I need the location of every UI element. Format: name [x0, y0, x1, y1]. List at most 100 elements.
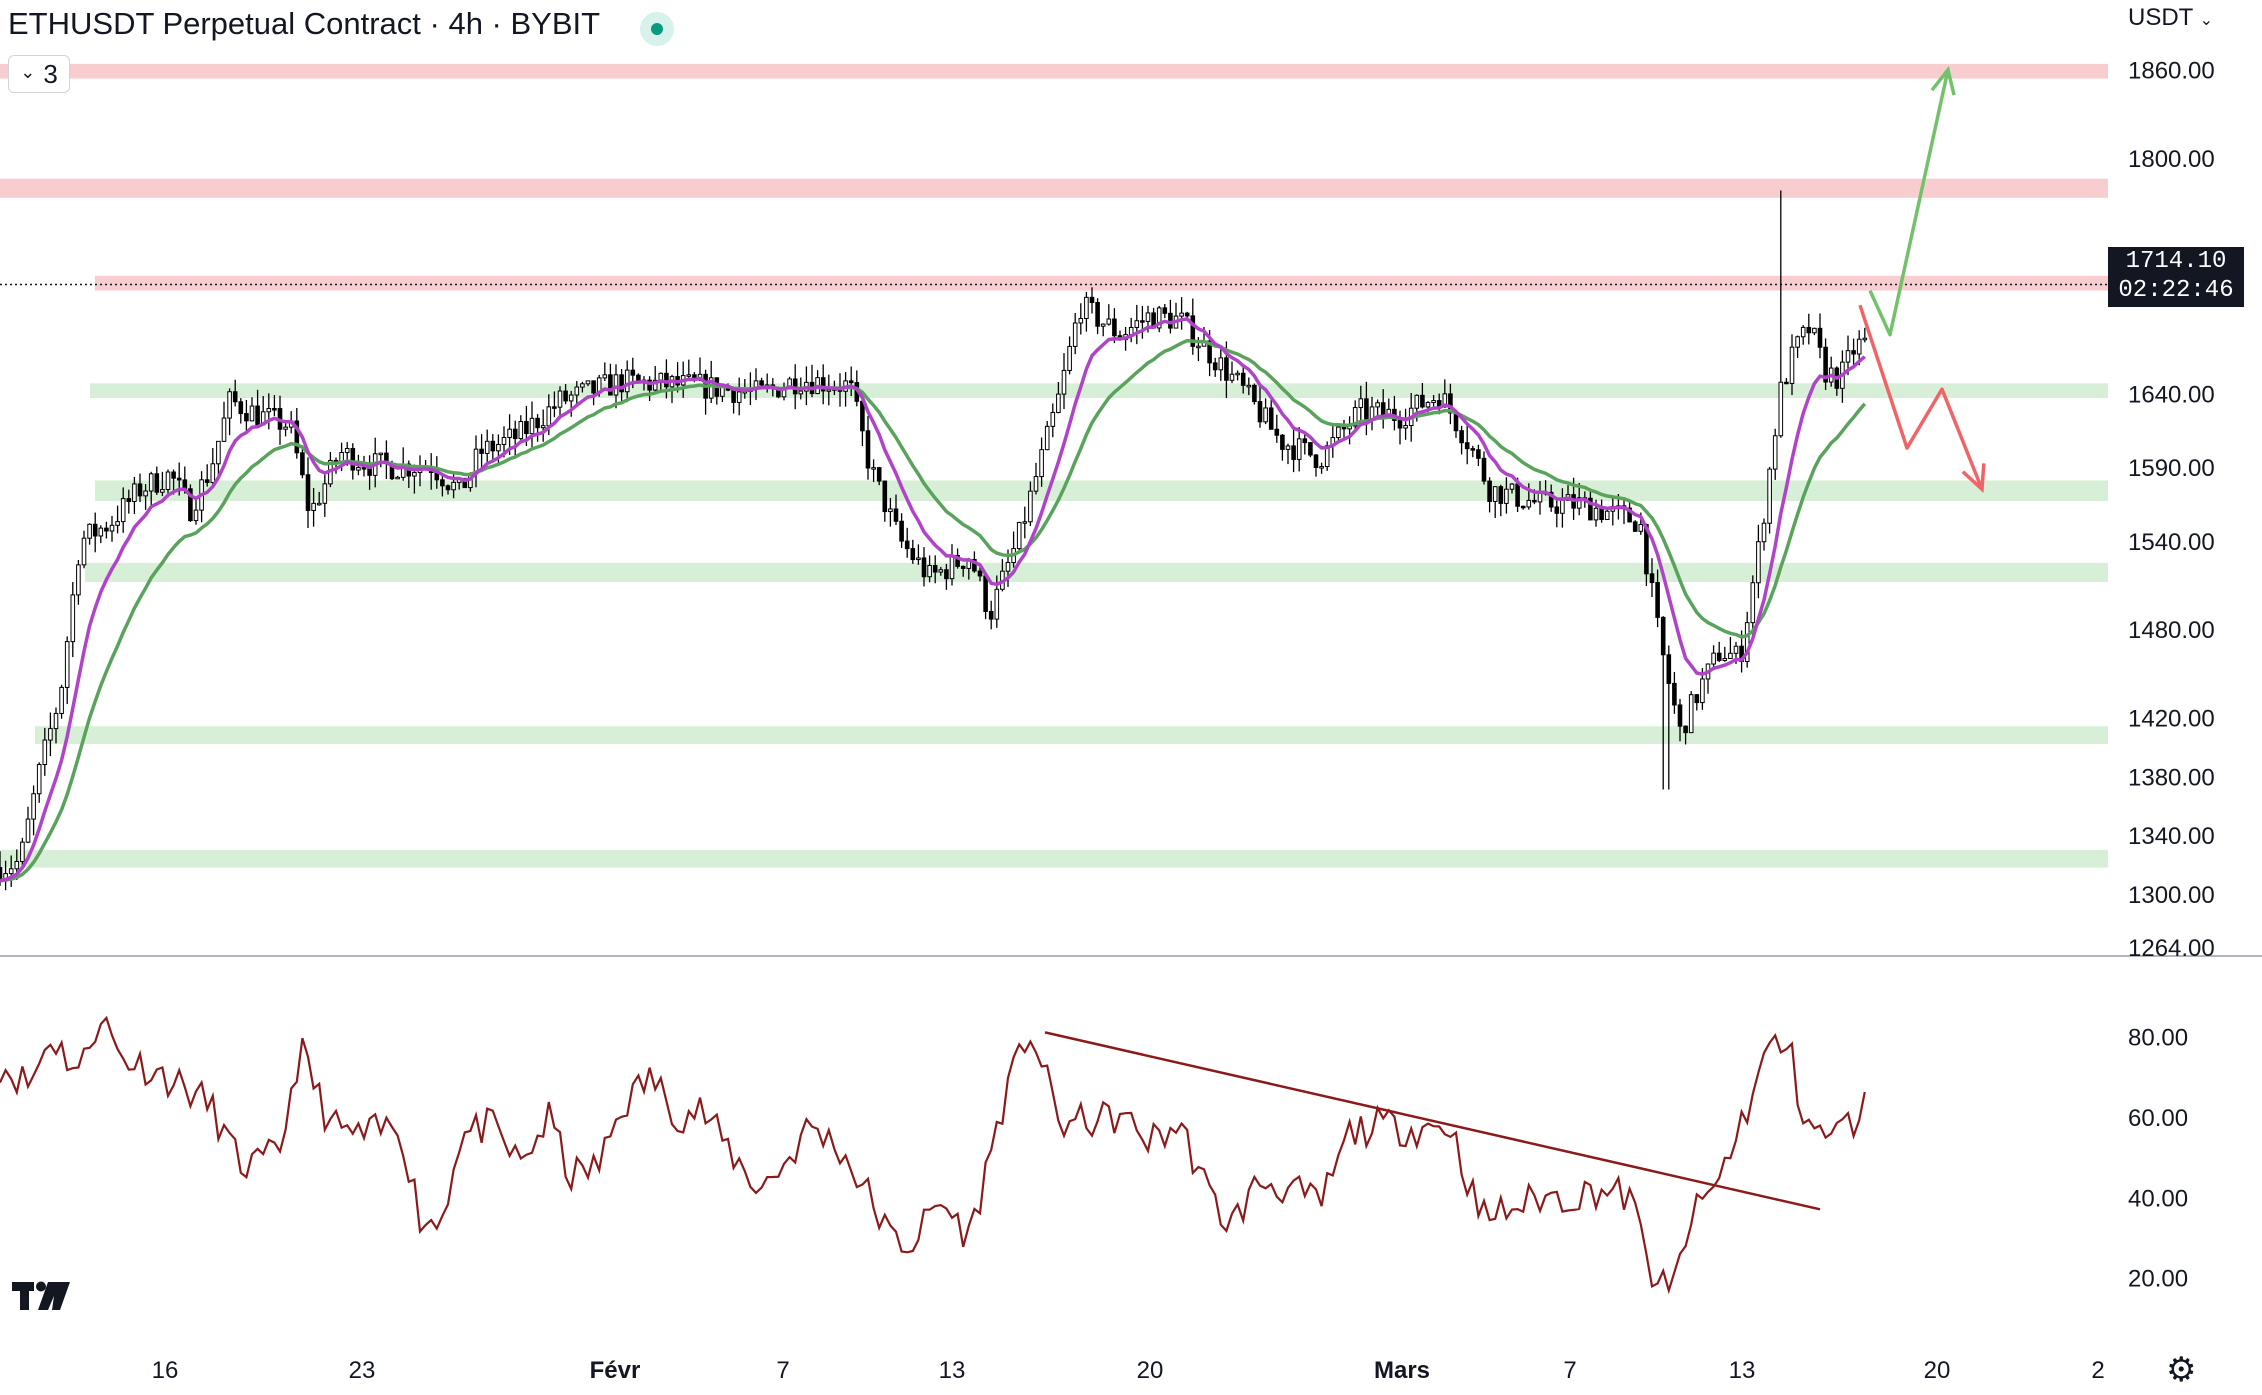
candle-body: [916, 557, 921, 561]
candle-body: [1095, 301, 1100, 327]
candle-body: [8, 868, 14, 875]
candle-body: [1448, 393, 1453, 414]
candle-body: [1084, 296, 1089, 320]
candle-body: [759, 380, 764, 386]
candle-body: [1487, 480, 1492, 502]
candle-body: [1106, 318, 1112, 325]
support-zone: [35, 726, 2108, 744]
candle-body: [585, 380, 591, 385]
candle-body: [81, 537, 87, 566]
candle-body: [182, 479, 188, 490]
candle-body: [512, 428, 518, 440]
projections-layer: [1858, 65, 1986, 494]
candle-body: [860, 400, 865, 432]
candle-body: [955, 555, 960, 567]
candle-body: [126, 498, 132, 502]
gear-icon[interactable]: ⚙: [2166, 1351, 2197, 1389]
market-open-dot-icon: [640, 12, 674, 46]
candle-body: [272, 408, 277, 411]
candle-body: [1280, 434, 1285, 450]
candle-body: [1420, 394, 1425, 408]
candle-body: [294, 420, 300, 454]
candle-body: [568, 394, 574, 402]
candle-body: [865, 430, 871, 469]
candle-body: [412, 472, 417, 477]
candle-body: [1492, 486, 1498, 502]
price-tick-label: 1800.00: [2128, 146, 2215, 173]
candle-body: [1100, 323, 1106, 327]
candle-body: [479, 448, 484, 454]
candle-body: [1263, 407, 1268, 423]
candle-body: [1750, 582, 1756, 624]
time-tick-label: 20: [1137, 1357, 1164, 1384]
chevron-down-icon: ⌄: [2199, 12, 2213, 29]
candle-body: [557, 390, 563, 408]
candle-body: [529, 417, 535, 435]
candle-body: [888, 508, 893, 513]
last-price-value: 1714.10: [2125, 248, 2227, 275]
currency-selector[interactable]: USDT ⌄: [2128, 4, 2213, 32]
candle-body: [1509, 483, 1515, 490]
candle-body: [1218, 357, 1224, 371]
candle-body: [244, 413, 249, 422]
candle-body: [1246, 384, 1252, 388]
candle-body: [1022, 521, 1028, 524]
candle-body: [350, 447, 356, 471]
candle-body: [1554, 506, 1560, 514]
indicator-count: 3: [43, 58, 58, 89]
candle-body: [1627, 507, 1632, 523]
candle-body: [1302, 438, 1308, 444]
price-tick-label: 1590.00: [2128, 455, 2215, 482]
candle-body: [1789, 346, 1795, 384]
candle-body: [367, 468, 372, 476]
candle-body: [1632, 521, 1638, 532]
candles-layer: [0, 190, 1868, 891]
candle-body: [904, 540, 910, 550]
candle-body: [563, 390, 568, 402]
candle-body: [546, 406, 552, 427]
candle-body: [238, 401, 244, 415]
rsi-tick-label: 60.00: [2128, 1105, 2188, 1132]
rsi-line: [0, 1015, 1866, 1295]
candle-body: [305, 474, 311, 511]
candle-body: [25, 818, 31, 843]
candle-body: [1028, 490, 1033, 523]
candle-body: [137, 483, 143, 497]
candle-body: [983, 575, 988, 612]
candle-body: [395, 476, 400, 480]
candle-body: [848, 380, 854, 384]
candle-body: [109, 524, 115, 532]
candle-body: [1722, 657, 1728, 661]
candle-body: [300, 452, 305, 476]
candle-body: [1005, 562, 1011, 572]
candle-body: [1016, 521, 1022, 550]
candle-body: [501, 436, 507, 445]
candle-body: [1504, 488, 1509, 504]
candle-body: [1375, 402, 1380, 408]
candle-body: [1061, 369, 1067, 395]
tradingview-logo-icon: [12, 1281, 70, 1310]
candle-body: [1268, 407, 1274, 430]
time-tick-label: 20: [1924, 1357, 1951, 1384]
candle-body: [1464, 442, 1470, 450]
candle-body: [311, 502, 316, 511]
candle-body: [1470, 448, 1476, 451]
candle-body: [216, 440, 221, 465]
indicators-collapse-button[interactable]: ⌄ 3: [8, 55, 70, 93]
candle-body: [1806, 326, 1812, 334]
candle-body: [1352, 407, 1358, 427]
candle-body: [92, 523, 98, 537]
candle-body: [1425, 402, 1431, 408]
candle-body: [1772, 435, 1778, 470]
candle-body: [165, 471, 171, 490]
support-zone: [90, 383, 2108, 398]
candle-body: [462, 477, 468, 489]
candle-body: [1039, 449, 1044, 478]
candle-body: [1179, 312, 1184, 317]
candle-body: [1235, 372, 1240, 376]
candle-body: [1089, 296, 1095, 303]
candle-body: [1688, 694, 1694, 734]
candle-body: [188, 488, 193, 522]
candle-body: [1660, 616, 1666, 656]
